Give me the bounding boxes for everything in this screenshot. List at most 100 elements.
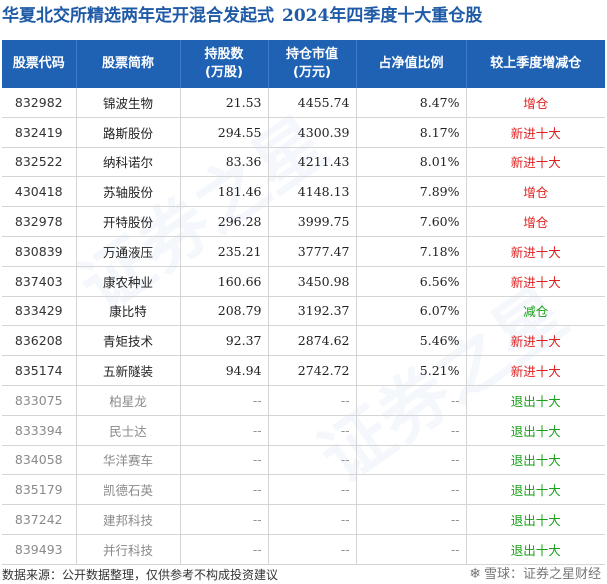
stock-code: 836208 — [2, 325, 77, 357]
quarter-change: 新进十大 — [466, 117, 605, 148]
stock-name: 万通液压 — [76, 236, 181, 267]
quarter-change: 增仓 — [466, 176, 605, 208]
holding-value: 4211.43 — [268, 147, 357, 178]
table-row: 839493 并行科技 -- -- -- 退出十大 — [2, 534, 605, 565]
holding-value: 3999.75 — [268, 206, 357, 237]
shares-held: 160.66 — [180, 266, 269, 297]
header-value-line2: (万元) — [293, 65, 331, 80]
brand-credit: ❄ 雪球：证券之星财经 — [469, 563, 601, 582]
nav-ratio: 7.60% — [356, 206, 467, 237]
stock-name: 康农种业 — [76, 266, 181, 297]
stock-code: 430418 — [2, 176, 77, 208]
table-row: 836208 青矩技术 92.37 2874.62 5.46% 新进十大 — [2, 325, 605, 357]
brand-text: 雪球：证券之星财经 — [483, 567, 601, 582]
header-name: 股票简称 — [76, 40, 181, 88]
quarter-change: 增仓 — [466, 88, 605, 118]
stock-code: 830839 — [2, 236, 77, 267]
shares-held: 181.46 — [180, 176, 269, 208]
holding-value: 2874.62 — [268, 325, 357, 357]
stock-code: 832982 — [2, 88, 77, 118]
header-shares: 持股数 (万股) — [180, 40, 269, 88]
shares-held: 208.79 — [180, 296, 269, 327]
quarter-change: 新进十大 — [466, 147, 605, 178]
header-code: 股票代码 — [2, 40, 77, 88]
quarter-change: 退出十大 — [466, 504, 605, 535]
shares-held: 92.37 — [180, 325, 269, 357]
quarter-change: 减仓 — [466, 296, 605, 327]
holdings-table: 股票代码 股票简称 持股数 (万股) 持仓市值 (万元) 占净值比例 较上季度增减仓… — [2, 40, 605, 565]
nav-ratio: 6.07% — [356, 296, 467, 327]
table-row: 837403 康农种业 160.66 3450.98 6.56% 新进十大 — [2, 266, 605, 297]
holding-value: 2742.72 — [268, 355, 357, 386]
holding-value: 4300.39 — [268, 117, 357, 148]
stock-name: 路斯股份 — [76, 117, 181, 148]
stock-code: 833394 — [2, 415, 77, 446]
stock-name: 并行科技 — [76, 534, 181, 565]
shares-held: 21.53 — [180, 88, 269, 118]
header-value-line1: 持仓市值 — [285, 47, 338, 62]
holding-value: -- — [268, 445, 357, 476]
nav-ratio: -- — [356, 445, 467, 476]
header-shares-line2: (万股) — [205, 65, 243, 80]
stock-code: 835174 — [2, 355, 77, 386]
shares-held: 294.55 — [180, 117, 269, 148]
holding-value: 3777.47 — [268, 236, 357, 267]
shares-held: 94.94 — [180, 355, 269, 386]
quarter-change: 新进十大 — [466, 236, 605, 267]
holding-value: -- — [268, 534, 357, 565]
quarter-change: 新进十大 — [466, 266, 605, 297]
report-subtitle: 2024年四季度十大重仓股 — [282, 6, 483, 26]
data-source-note: 数据来源：公开数据整理，仅供参考不构成投资建议 — [2, 568, 279, 582]
header-ratio: 占净值比例 — [356, 40, 467, 88]
table-row: 832982 锦波生物 21.53 4455.74 8.47% 增仓 — [2, 88, 605, 118]
table-row: 833075 柏星龙 -- -- -- 退出十大 — [2, 385, 605, 416]
nav-ratio: -- — [356, 385, 467, 416]
stock-name: 华洋赛车 — [76, 445, 181, 476]
page-title: 华夏北交所精选两年定开混合发起式 2024年四季度十大重仓股 — [2, 2, 482, 30]
table-row: 835174 五新隧装 94.94 2742.72 5.21% 新进十大 — [2, 355, 605, 386]
nav-ratio: -- — [356, 474, 467, 506]
table-row: 830839 万通液压 235.21 3777.47 7.18% 新进十大 — [2, 236, 605, 267]
quarter-change: 退出十大 — [466, 445, 605, 476]
header-shares-line1: 持股数 — [204, 47, 244, 62]
stock-name: 五新隧装 — [76, 355, 181, 386]
stock-name: 锦波生物 — [76, 88, 181, 118]
stock-name: 康比特 — [76, 296, 181, 327]
stock-code: 839493 — [2, 534, 77, 565]
stock-code: 837242 — [2, 504, 77, 535]
holding-value: -- — [268, 385, 357, 416]
header-change: 较上季度增减仓 — [466, 40, 605, 88]
shares-held: 83.36 — [180, 147, 269, 178]
holding-value: -- — [268, 415, 357, 446]
stock-code: 835179 — [2, 474, 77, 506]
fund-name: 华夏北交所精选两年定开混合发起式 — [2, 6, 274, 26]
table-row: 430418 苏轴股份 181.46 4148.13 7.89% 增仓 — [2, 176, 605, 208]
nav-ratio: -- — [356, 415, 467, 446]
table-row: 834058 华洋赛车 -- -- -- 退出十大 — [2, 445, 605, 476]
stock-code: 832978 — [2, 206, 77, 237]
stock-name: 纳科诺尔 — [76, 147, 181, 178]
shares-held: 296.28 — [180, 206, 269, 237]
table-row: 837242 建邦科技 -- -- -- 退出十大 — [2, 504, 605, 535]
table-row: 832978 开特股份 296.28 3999.75 7.60% 增仓 — [2, 206, 605, 237]
table-row: 835179 凯德石英 -- -- -- 退出十大 — [2, 474, 605, 506]
stock-name: 民士达 — [76, 415, 181, 446]
shares-held: -- — [180, 534, 269, 565]
holding-value: 4455.74 — [268, 88, 357, 118]
stock-name: 青矩技术 — [76, 325, 181, 357]
table-row: 832419 路斯股份 294.55 4300.39 8.17% 新进十大 — [2, 117, 605, 148]
nav-ratio: 8.01% — [356, 147, 467, 178]
quarter-change: 新进十大 — [466, 355, 605, 386]
stock-code: 833429 — [2, 296, 77, 327]
nav-ratio: 5.46% — [356, 325, 467, 357]
quarter-change: 增仓 — [466, 206, 605, 237]
holding-value: 3450.98 — [268, 266, 357, 297]
table-row: 833394 民士达 -- -- -- 退出十大 — [2, 415, 605, 446]
holding-value: -- — [268, 504, 357, 535]
quarter-change: 退出十大 — [466, 415, 605, 446]
nav-ratio: -- — [356, 504, 467, 535]
stock-name: 苏轴股份 — [76, 176, 181, 208]
shares-held: -- — [180, 385, 269, 416]
stock-code: 837403 — [2, 266, 77, 297]
nav-ratio: 8.47% — [356, 88, 467, 118]
